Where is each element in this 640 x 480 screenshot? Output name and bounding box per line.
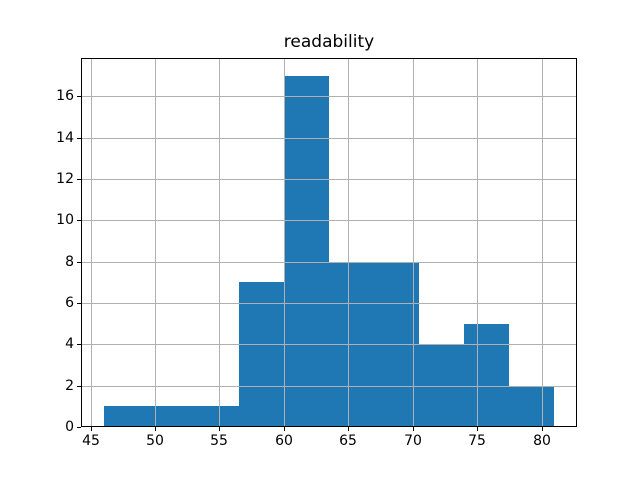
gridline-vertical xyxy=(219,58,220,427)
gridline-horizontal xyxy=(81,96,577,97)
gridline-vertical xyxy=(542,58,543,427)
y-tick-mark xyxy=(77,303,81,304)
gridline-horizontal xyxy=(81,386,577,387)
x-tick-mark xyxy=(91,427,92,431)
x-tick-mark xyxy=(477,427,478,431)
plot-area xyxy=(81,58,577,427)
histogram-bar xyxy=(419,344,464,427)
histogram-bar xyxy=(284,76,329,427)
grid-layer xyxy=(81,58,577,427)
x-tick-mark xyxy=(155,427,156,431)
gridline-vertical xyxy=(155,58,156,427)
y-tick-mark xyxy=(77,96,81,97)
gridline-horizontal xyxy=(81,220,577,221)
x-tick-label: 50 xyxy=(146,433,164,449)
x-tick-label: 55 xyxy=(210,433,228,449)
gridline-vertical xyxy=(413,58,414,427)
gridline-horizontal xyxy=(81,179,577,180)
y-tick-label: 6 xyxy=(65,295,74,311)
y-tick-label: 2 xyxy=(65,378,74,394)
histogram-bar xyxy=(509,386,554,427)
y-tick-label: 16 xyxy=(56,88,74,104)
y-tick-mark xyxy=(77,427,81,428)
gridline-vertical xyxy=(348,58,349,427)
x-tick-mark xyxy=(542,427,543,431)
x-tick-mark xyxy=(284,427,285,431)
x-tick-label: 65 xyxy=(339,433,357,449)
y-tick-label: 4 xyxy=(65,336,74,352)
y-tick-label: 14 xyxy=(56,130,74,146)
histogram-bar xyxy=(149,406,194,427)
x-tick-label: 60 xyxy=(275,433,293,449)
x-tick-mark xyxy=(413,427,414,431)
gridline-vertical xyxy=(284,58,285,427)
y-tick-mark xyxy=(77,220,81,221)
y-tick-mark xyxy=(77,138,81,139)
y-tick-label: 0 xyxy=(65,419,74,435)
x-tick-label: 70 xyxy=(404,433,422,449)
histogram-bar xyxy=(239,282,284,427)
y-tick-mark xyxy=(77,386,81,387)
gridline-horizontal xyxy=(81,344,577,345)
gridline-horizontal xyxy=(81,303,577,304)
gridline-vertical xyxy=(91,58,92,427)
x-tick-label: 75 xyxy=(468,433,486,449)
y-tick-mark xyxy=(77,344,81,345)
x-tick-mark xyxy=(348,427,349,431)
x-tick-mark xyxy=(219,427,220,431)
gridline-vertical xyxy=(477,58,478,427)
y-tick-mark xyxy=(77,262,81,263)
chart-title: readability xyxy=(283,32,375,52)
histogram-bar xyxy=(104,406,149,427)
y-tick-label: 8 xyxy=(65,254,74,270)
y-tick-label: 12 xyxy=(56,171,74,187)
gridline-horizontal xyxy=(81,262,577,263)
gridline-horizontal xyxy=(81,138,577,139)
histogram-bar xyxy=(464,324,509,427)
y-tick-mark xyxy=(77,179,81,180)
x-tick-label: 80 xyxy=(533,433,551,449)
x-tick-label: 45 xyxy=(82,433,100,449)
y-tick-label: 10 xyxy=(56,212,74,228)
histogram-bar xyxy=(194,406,239,427)
